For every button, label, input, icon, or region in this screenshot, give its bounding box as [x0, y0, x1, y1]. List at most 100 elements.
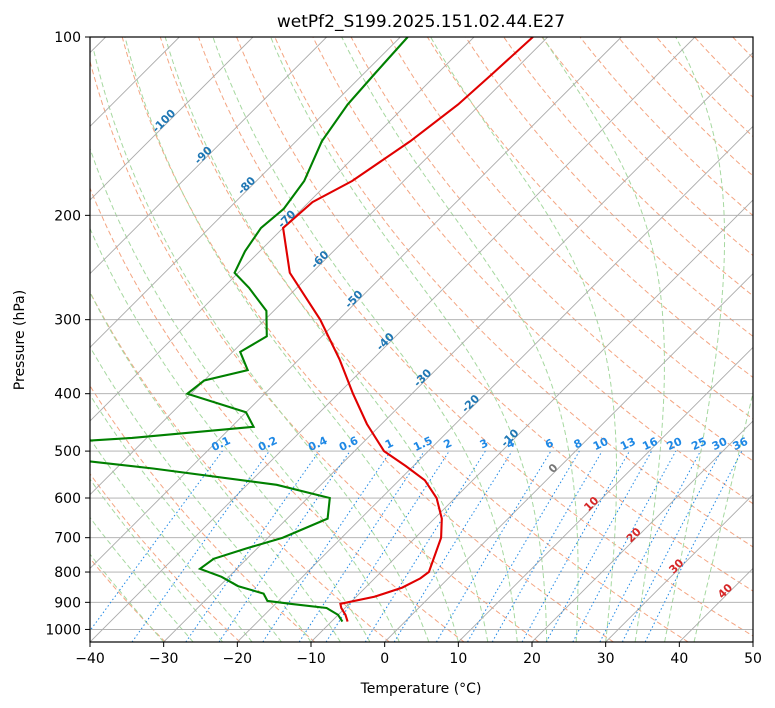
mixing-ratio-line: [521, 450, 630, 642]
isotherm-label: -30: [411, 366, 434, 389]
isotherm-line: [679, 567, 753, 642]
dry-adiabat-line: [694, 37, 753, 98]
moist-adiabat-line: [164, 37, 489, 642]
x-tick-label: 30: [597, 651, 615, 667]
isotherm-line: [90, 37, 548, 496]
line-labels: -100-90-80-70-60-50-40-30-20-10010203040…: [150, 107, 751, 602]
y-tick-label: 1000: [45, 622, 81, 638]
dry-adiabat-line: [426, 37, 753, 379]
moist-adiabat-line: [90, 147, 400, 642]
chart-title: wetPf2_S199.2025.151.02.44.E27: [277, 12, 565, 32]
mixing-ratio-label: 2: [442, 436, 454, 451]
mixing-ratio-label: 16: [640, 435, 660, 453]
isotherm-label: 20: [624, 525, 644, 545]
y-tick-label: 800: [54, 565, 81, 581]
mixing-ratio-line: [545, 450, 653, 642]
x-tick-label: 20: [523, 651, 541, 667]
moist-adiabat-line: [693, 390, 753, 642]
dry-adiabat-line: [121, 37, 614, 642]
isotherm-label: -50: [342, 288, 365, 311]
mixing-ratio-label: 30: [710, 435, 730, 453]
isotherm-line: [90, 37, 327, 275]
moist-adiabat-line: [430, 37, 617, 642]
dry-adiabat-line: [236, 37, 753, 592]
dry-adiabat-line: [90, 472, 241, 642]
mixing-ratio-label: 10: [591, 435, 611, 453]
isotherm-line: [90, 37, 254, 201]
moist-adiabat-line: [90, 394, 282, 642]
isotherm-line: [90, 37, 475, 422]
dry-adiabat-line: [90, 384, 316, 642]
x-tick-label: 40: [670, 651, 688, 667]
isotherm-label: 40: [715, 581, 735, 601]
isotherm-line: [752, 641, 753, 642]
dry-adiabat-line: [350, 37, 753, 462]
moist-adiabat-line: [90, 345, 312, 642]
y-tick-label: 100: [54, 30, 81, 46]
dry-adiabat-line: [90, 59, 540, 642]
isotherm-line: [458, 346, 753, 642]
moist-adiabat-line: [90, 291, 341, 642]
dry-adiabat-line: [541, 37, 753, 257]
mixing-ratio-line: [644, 450, 743, 642]
y-tick-label: 200: [54, 208, 81, 224]
moist-adiabat-line: [270, 37, 548, 642]
isotherm-line: [237, 125, 753, 642]
moist-adiabat-line: [90, 553, 165, 642]
x-tick-label: −30: [149, 651, 179, 667]
isotherm-line: [90, 37, 696, 642]
isotherm-line: [531, 420, 753, 642]
mixing-ratio-label: 1: [383, 436, 395, 451]
moist-adiabat-line: [664, 37, 726, 642]
dry-adiabat-line: [90, 291, 390, 642]
y-axis-label: Pressure (hPa): [12, 290, 28, 390]
moist-adiabat-line: [341, 37, 579, 642]
dry-adiabat-line: [465, 37, 753, 338]
moist-adiabat-line: [124, 37, 459, 642]
dry-adiabat-line: [503, 37, 753, 297]
x-tick-label: 0: [380, 651, 389, 667]
mixing-ratio-line: [621, 450, 722, 642]
isotherm-line: [384, 273, 753, 642]
isotherm-line: [163, 52, 753, 642]
x-tick-label: −40: [75, 651, 105, 667]
x-axis-label: Temperature (°C): [360, 681, 482, 697]
isotherm-line: [90, 37, 622, 569]
x-tick-label: 10: [449, 651, 467, 667]
mixing-ratio-line: [131, 450, 270, 642]
background-lines: [90, 37, 775, 642]
dry-adiabat-line: [771, 37, 775, 642]
dry-adiabat-line: [198, 37, 753, 637]
isotherm-label: 10: [581, 494, 601, 514]
plot-frame: [89, 36, 754, 643]
isotherm-line: [310, 199, 753, 642]
mixing-ratio-label: 25: [689, 435, 708, 453]
data-lines: [90, 37, 534, 623]
dewpoint-line: [90, 37, 409, 623]
isotherm-line: [90, 37, 401, 348]
axis-ticks: −40 −30 −20 −10 0 10 20 30 40 50 1000 900 800 700 600 5…: [45, 30, 762, 667]
x-tick-label: −10: [296, 651, 326, 667]
dry-adiabat-line: [732, 37, 753, 59]
y-tick-label: 500: [54, 444, 81, 460]
y-tick-label: 600: [54, 491, 81, 507]
y-tick-label: 300: [54, 313, 81, 329]
dry-adiabat-line: [656, 37, 753, 138]
mixing-ratio-label: 6: [543, 436, 556, 451]
mixing-ratio-line: [218, 450, 351, 642]
mixing-ratio-label: 20: [665, 435, 685, 453]
isotherm-label: 30: [666, 556, 686, 576]
mixing-ratio-line: [262, 450, 392, 642]
isotherm-label: -100: [150, 107, 179, 136]
temperature-line: [281, 37, 534, 622]
y-tick-label: 700: [54, 531, 81, 547]
mixing-ratio-line: [325, 450, 450, 642]
isotherm-label: -80: [235, 174, 258, 197]
moist-adiabat-line: [90, 437, 253, 642]
mixing-ratio-line: [185, 450, 320, 642]
dry-adiabat-line: [388, 37, 753, 420]
mixing-ratio-line: [90, 450, 223, 632]
moist-adiabat-line: [542, 37, 665, 642]
